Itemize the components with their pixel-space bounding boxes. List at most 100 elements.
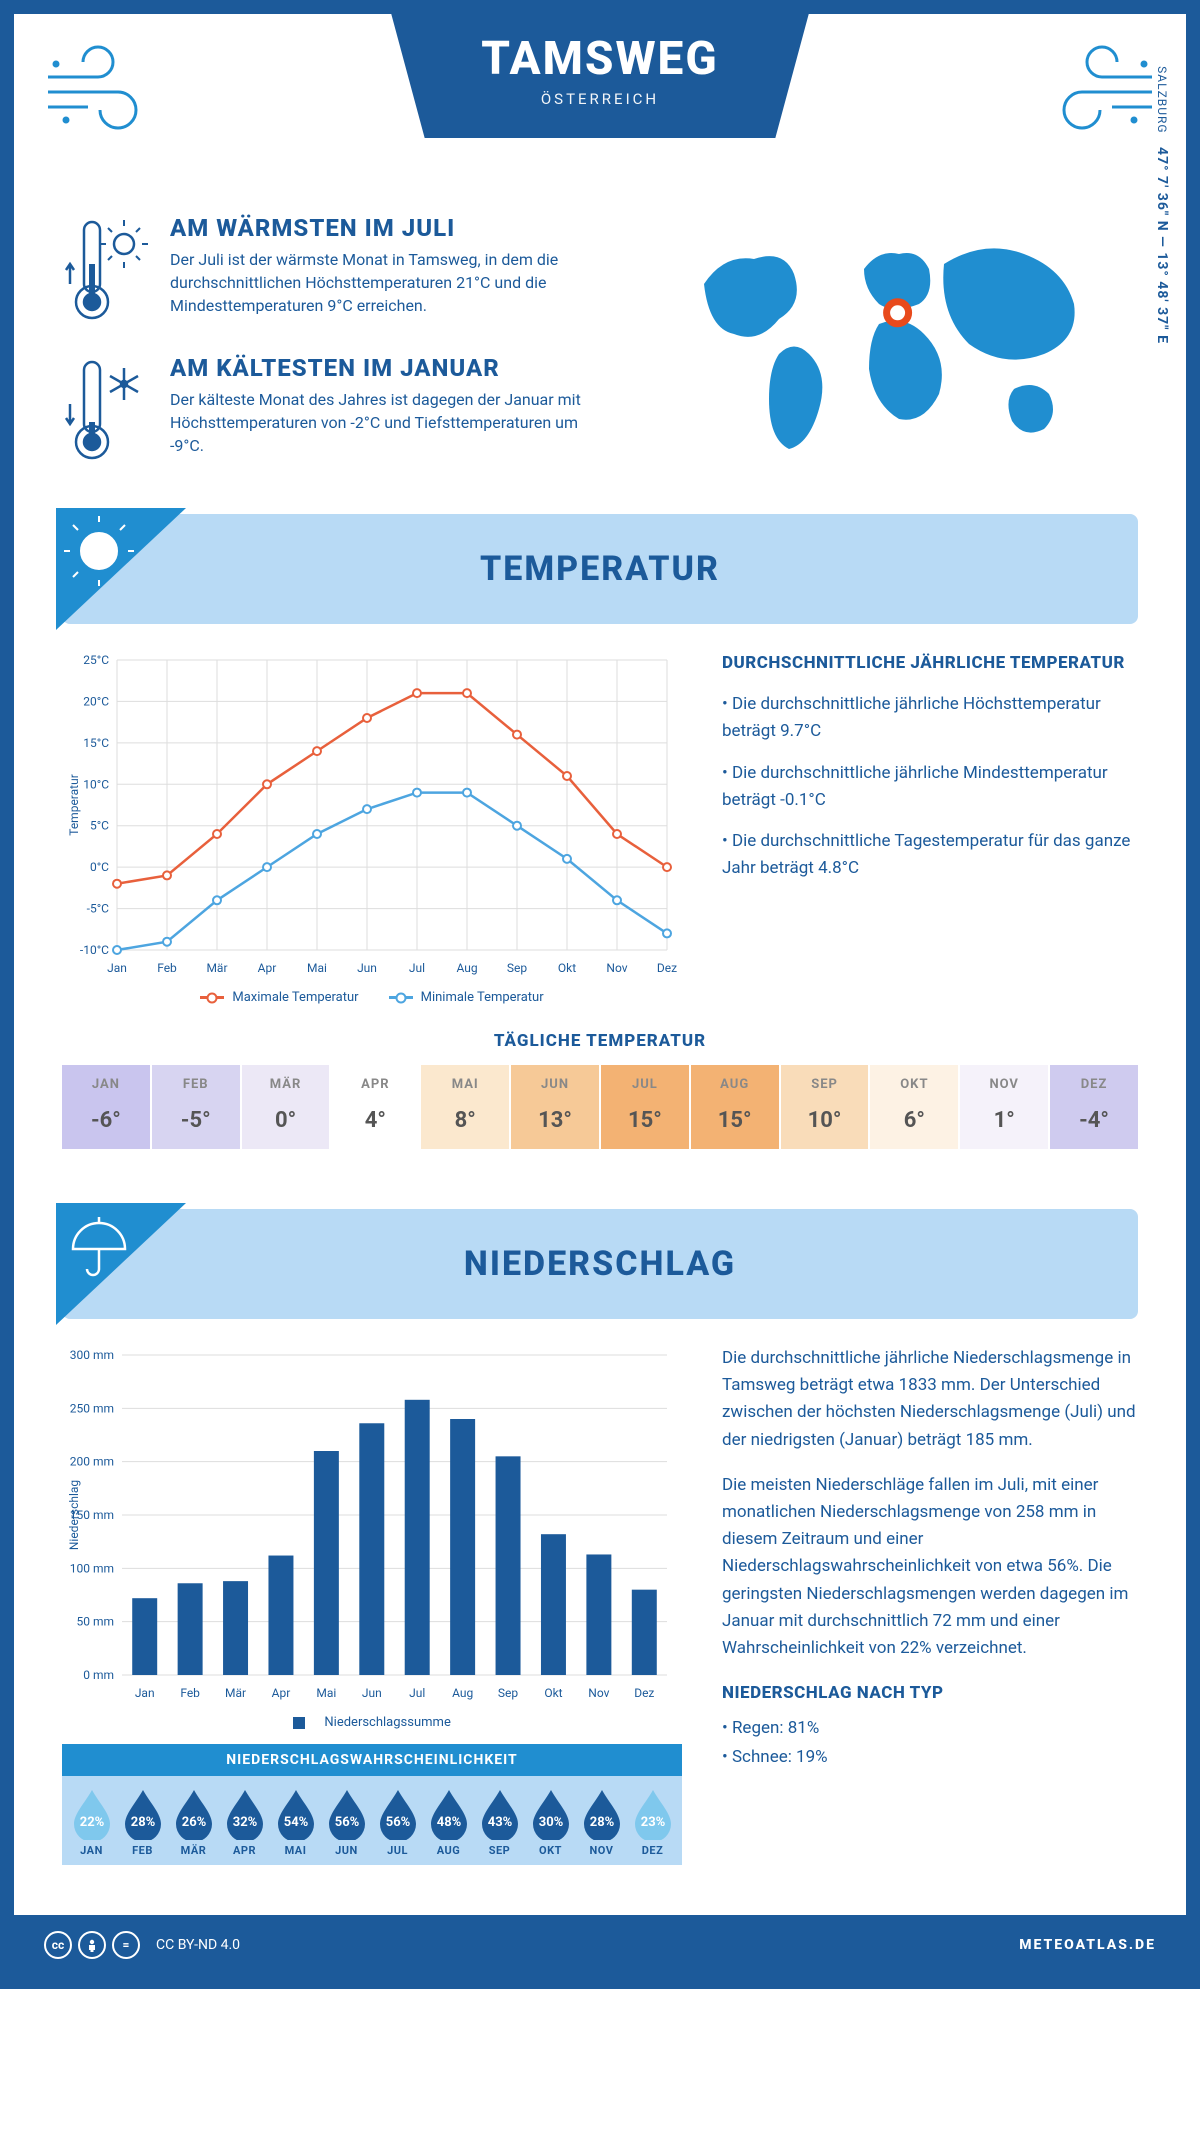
umbrella-icon [64, 1211, 134, 1285]
svg-text:Jan: Jan [107, 961, 127, 975]
svg-text:Aug: Aug [456, 961, 477, 975]
svg-text:Dez: Dez [634, 1686, 654, 1700]
svg-text:Jan: Jan [135, 1686, 155, 1700]
wind-icon [38, 32, 168, 146]
svg-text:Nov: Nov [588, 1686, 609, 1700]
wind-icon [1032, 32, 1162, 146]
prob-cell: 56%JUN [321, 1786, 372, 1857]
section-head-precip: NIEDERSCHLAG [62, 1209, 1138, 1319]
coordinates: SALZBURG 47° 7' 36" N — 13° 48' 37" E [1154, 66, 1170, 344]
svg-text:50 mm: 50 mm [76, 1615, 114, 1629]
svg-text:20°C: 20°C [83, 694, 109, 708]
daily-cell: APR4° [331, 1065, 419, 1149]
daily-cell: JAN-6° [62, 1065, 150, 1149]
license-badges: cc = CC BY-ND 4.0 [44, 1931, 240, 1959]
daily-cell: DEZ-4° [1050, 1065, 1138, 1149]
cc-icon: cc [44, 1931, 72, 1959]
svg-text:Feb: Feb [157, 961, 177, 975]
license-text: CC BY-ND 4.0 [156, 1937, 240, 1953]
daily-heading: TÄGLICHE TEMPERATUR [14, 1031, 1186, 1051]
svg-text:28%: 28% [130, 1815, 155, 1830]
temperature-chart: -10°C-5°C0°C5°C10°C15°C20°C25°CJanFebMär… [62, 650, 682, 1005]
daily-cell: AUG15° [691, 1065, 779, 1149]
thermometer-cold-icon [62, 354, 152, 464]
prob-cell: 22%JAN [66, 1786, 117, 1857]
prob-cell: 26%MÄR [168, 1786, 219, 1857]
prob-cell: 43%SEP [474, 1786, 525, 1857]
daily-temp-table: JAN-6°FEB-5°MÄR0°APR4°MAI8°JUN13°JUL15°A… [14, 1065, 1186, 1189]
daily-cell: OKT6° [870, 1065, 958, 1149]
svg-text:Feb: Feb [180, 1686, 200, 1700]
location-marker [887, 302, 909, 324]
header: TAMSWEG ÖSTERREICH [14, 14, 1186, 214]
chart-legend: Maximale Temperatur Minimale Temperatur [62, 990, 682, 1005]
svg-text:43%: 43% [487, 1815, 512, 1830]
svg-text:Niederschlag: Niederschlag [67, 1480, 81, 1550]
prob-cell: 28%FEB [117, 1786, 168, 1857]
precip-summary-text: Die durchschnittliche jährliche Niedersc… [722, 1345, 1138, 1865]
svg-text:5°C: 5°C [90, 819, 109, 833]
daily-cell: MAI8° [421, 1065, 509, 1149]
svg-text:30%: 30% [538, 1815, 563, 1830]
svg-text:100 mm: 100 mm [70, 1561, 114, 1575]
daily-cell: FEB-5° [152, 1065, 240, 1149]
precipitation-chart: 0 mm50 mm100 mm150 mm200 mm250 mm300 mmJ… [62, 1345, 682, 1705]
by-icon [78, 1931, 106, 1959]
daily-cell: NOV1° [960, 1065, 1048, 1149]
svg-text:250 mm: 250 mm [70, 1401, 114, 1415]
daily-cell: JUN13° [511, 1065, 599, 1149]
svg-text:Jun: Jun [357, 961, 377, 975]
daily-cell: MÄR0° [242, 1065, 330, 1149]
svg-text:56%: 56% [385, 1815, 410, 1830]
title-banner: TAMSWEG ÖSTERREICH [391, 14, 808, 138]
prob-cell: 30%OKT [525, 1786, 576, 1857]
svg-text:Mär: Mär [225, 1686, 246, 1700]
section-title: TEMPERATUR [480, 549, 720, 589]
prob-cell: 54%MAI [270, 1786, 321, 1857]
svg-text:15°C: 15°C [83, 736, 109, 750]
daily-cell: JUL15° [601, 1065, 689, 1149]
svg-text:Jun: Jun [362, 1686, 382, 1700]
warm-text: Der Juli ist der wärmste Monat in Tamswe… [170, 248, 610, 318]
svg-text:Aug: Aug [452, 1686, 473, 1700]
svg-text:Jul: Jul [409, 1686, 425, 1700]
site-name: METEOATLAS.DE [1019, 1937, 1156, 1953]
nd-icon: = [112, 1931, 140, 1959]
prob-cell: 28%NOV [576, 1786, 627, 1857]
svg-text:200 mm: 200 mm [70, 1455, 114, 1469]
svg-text:Jul: Jul [409, 961, 425, 975]
svg-text:Mai: Mai [316, 1686, 336, 1700]
svg-text:0°C: 0°C [90, 860, 109, 874]
svg-text:Temperatur: Temperatur [67, 774, 81, 836]
svg-text:Apr: Apr [258, 961, 277, 975]
prob-cell: 48%AUG [423, 1786, 474, 1857]
svg-text:Okt: Okt [558, 961, 576, 975]
svg-text:28%: 28% [589, 1815, 614, 1830]
svg-text:Apr: Apr [272, 1686, 291, 1700]
prob-cell: 56%JUL [372, 1786, 423, 1857]
chart-legend: Niederschlagssumme [62, 1715, 682, 1730]
cold-text: Der kälteste Monat des Jahres ist dagege… [170, 388, 610, 458]
intro-section: AM WÄRMSTEN IM JULI Der Juli ist der wär… [14, 214, 1186, 494]
section-title: NIEDERSCHLAG [464, 1244, 736, 1284]
svg-text:25°C: 25°C [83, 653, 109, 667]
country-name: ÖSTERREICH [481, 90, 718, 108]
section-head-temp: TEMPERATUR [62, 514, 1138, 624]
thermometer-hot-icon [62, 214, 152, 324]
svg-text:Okt: Okt [544, 1686, 562, 1700]
svg-text:23%: 23% [640, 1815, 665, 1830]
svg-text:48%: 48% [436, 1815, 461, 1830]
footer: cc = CC BY-ND 4.0 METEOATLAS.DE [14, 1915, 1186, 1975]
svg-text:Mai: Mai [307, 961, 327, 975]
svg-text:22%: 22% [79, 1815, 104, 1830]
svg-text:Sep: Sep [507, 961, 527, 975]
probability-strip: NIEDERSCHLAGSWAHRSCHEINLICHKEIT 22%JAN28… [62, 1744, 682, 1865]
cold-title: AM KÄLTESTEN IM JANUAR [170, 354, 610, 382]
warm-fact: AM WÄRMSTEN IM JULI Der Juli ist der wär… [62, 214, 610, 324]
world-map: SALZBURG 47° 7' 36" N — 13° 48' 37" E [640, 214, 1138, 474]
prob-cell: 32%APR [219, 1786, 270, 1857]
svg-text:-5°C: -5°C [87, 902, 110, 916]
cold-fact: AM KÄLTESTEN IM JANUAR Der kälteste Mona… [62, 354, 610, 464]
city-name: TAMSWEG [481, 32, 718, 86]
svg-text:26%: 26% [181, 1815, 206, 1830]
